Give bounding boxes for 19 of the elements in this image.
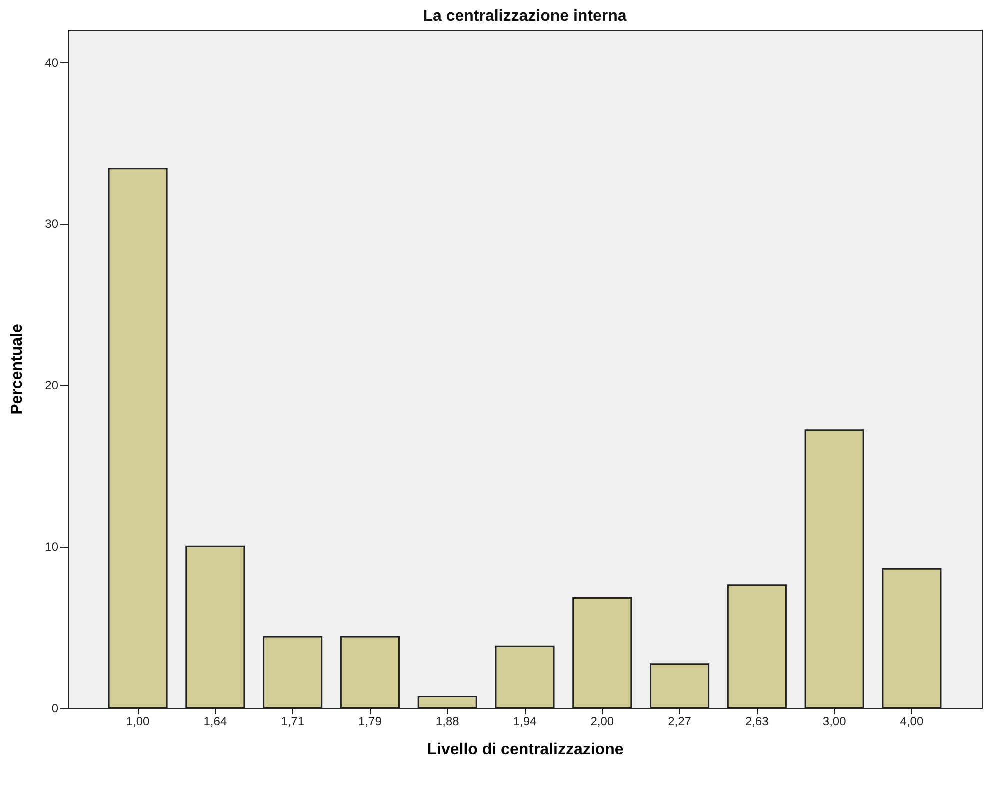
x-tick-label: 1,79: [358, 714, 382, 728]
y-tick-label: 20: [45, 378, 59, 393]
x-tick-label: 2,00: [590, 714, 614, 728]
x-tick-label: 1,88: [436, 714, 460, 728]
x-axis-title: Livello di centralizzazione: [427, 742, 624, 758]
x-tick-label: 1,64: [204, 714, 228, 728]
y-tick-label: 10: [45, 540, 59, 554]
x-tick-label: 2,63: [745, 714, 770, 728]
x-tick-label: 1,71: [281, 714, 305, 728]
chart-title: La centralizzazione interna: [423, 8, 627, 25]
x-tick-label: 1,94: [513, 714, 537, 728]
y-tick-label: 30: [45, 217, 59, 232]
x-tick-label: 2,27: [668, 714, 692, 728]
x-tick-label: 1,00: [126, 714, 150, 728]
y-axis-title: Percentuale: [9, 324, 26, 415]
x-tick-label: 4,00: [900, 714, 924, 728]
y-tick-label: 0: [52, 702, 59, 716]
y-tick-label: 40: [45, 56, 59, 70]
x-tick-label: 3,00: [822, 714, 847, 728]
